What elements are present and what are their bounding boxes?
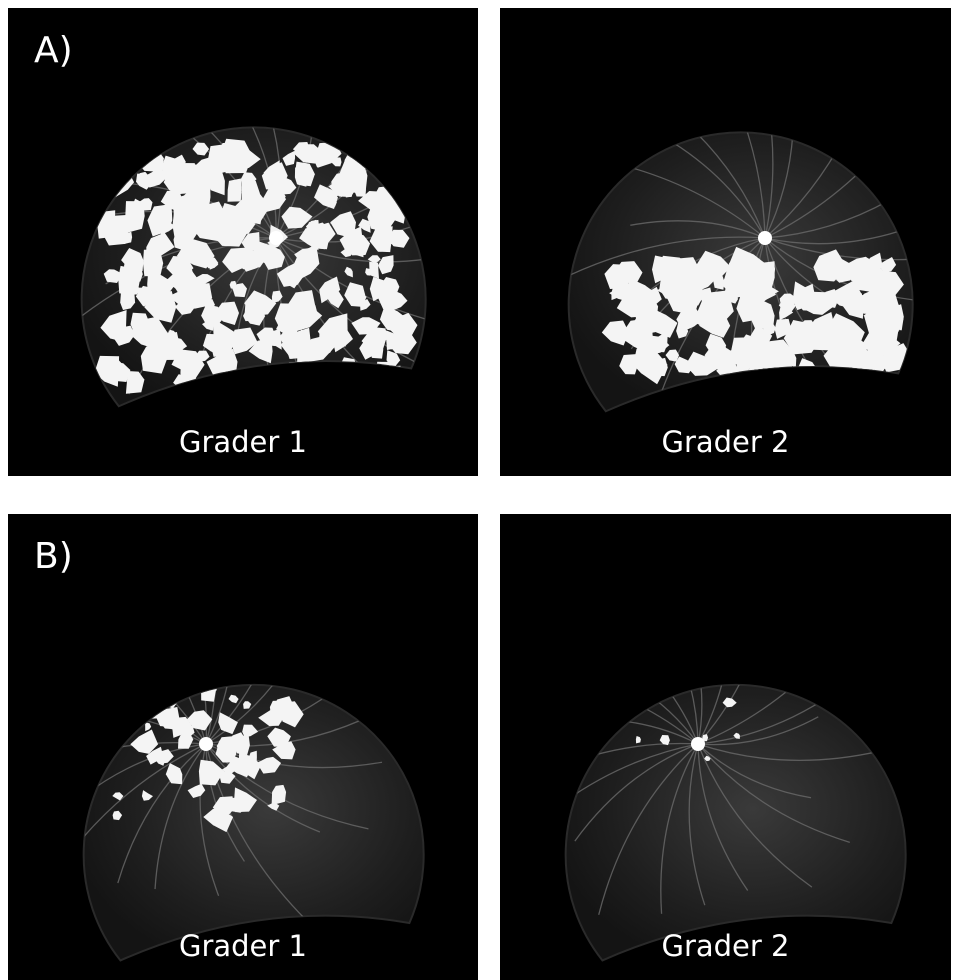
caption: Grader 1 — [179, 929, 307, 963]
optic-disc — [691, 737, 705, 751]
image-panel: Grader 2 — [500, 514, 951, 980]
lesion — [228, 179, 242, 202]
image-panel: Grader 1 B) — [0, 514, 478, 980]
figure: Grader 1 A) Grader 2 Grader 1 B) Grader 2 — [0, 0, 959, 980]
lesion — [143, 249, 163, 277]
image-panel: Grader 2 — [500, 8, 959, 476]
optic-disc — [758, 231, 772, 245]
caption: Grader 1 — [179, 425, 307, 459]
lesion — [713, 274, 724, 290]
panel-label: B) — [34, 536, 73, 577]
lesion — [346, 187, 352, 198]
panel-label: A) — [34, 30, 73, 71]
caption: Grader 2 — [661, 425, 789, 459]
lesion — [208, 144, 229, 176]
caption: Grader 2 — [661, 929, 789, 963]
image-panel: Grader 1 A) — [8, 8, 495, 476]
optic-disc — [269, 231, 283, 245]
optic-disc — [199, 737, 213, 751]
